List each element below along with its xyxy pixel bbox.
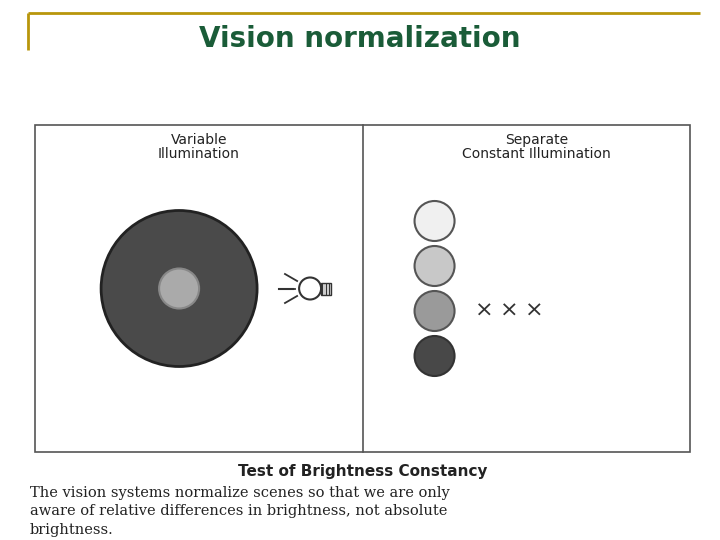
Text: ×: × xyxy=(475,301,494,321)
Text: Vision normalization: Vision normalization xyxy=(199,25,521,53)
Text: The vision systems normalize scenes so that we are only
aware of relative differ: The vision systems normalize scenes so t… xyxy=(30,486,450,537)
Text: Illumination: Illumination xyxy=(158,147,240,161)
Circle shape xyxy=(101,211,257,367)
Circle shape xyxy=(415,246,454,286)
Text: ×: × xyxy=(525,301,544,321)
Text: Test of Brightness Constancy: Test of Brightness Constancy xyxy=(238,464,487,479)
Text: Separate: Separate xyxy=(505,133,568,147)
Circle shape xyxy=(299,278,321,300)
Circle shape xyxy=(415,336,454,376)
Circle shape xyxy=(415,291,454,331)
Text: Variable: Variable xyxy=(171,133,227,147)
Text: Constant Illumination: Constant Illumination xyxy=(462,147,611,161)
Circle shape xyxy=(159,268,199,308)
Circle shape xyxy=(415,201,454,241)
Bar xyxy=(35,125,690,452)
Bar xyxy=(321,282,331,294)
Text: ×: × xyxy=(500,301,519,321)
